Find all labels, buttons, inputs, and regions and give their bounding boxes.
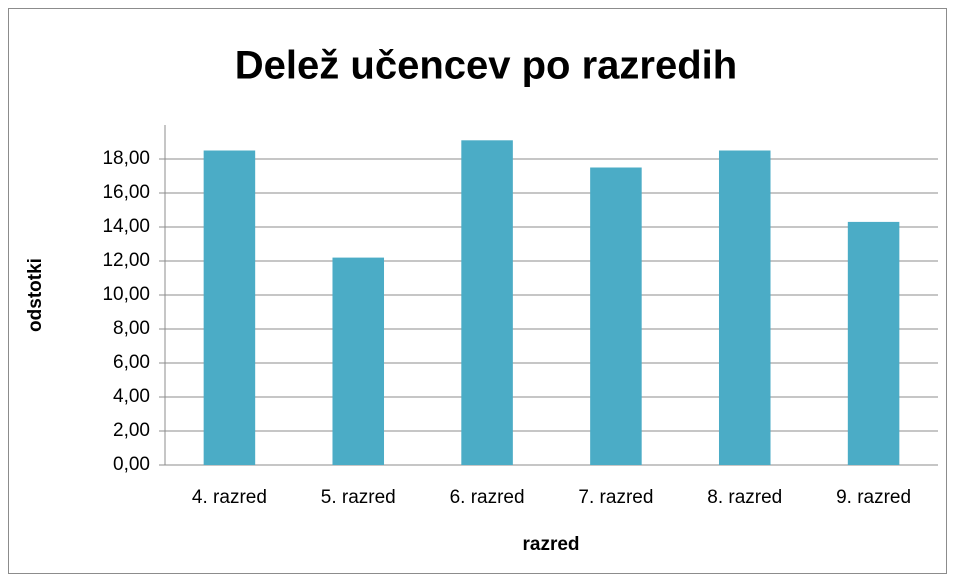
y-tick-label: 16,00 [102, 182, 150, 203]
bar [718, 150, 771, 465]
x-tick-label: 9. razred [836, 487, 911, 508]
chart-title: Delež učencev po razredih [235, 44, 737, 88]
bar [847, 221, 900, 465]
y-axis-label: odstotki [25, 258, 46, 332]
x-tick-label: 8. razred [707, 487, 782, 508]
y-tick-label: 0,00 [113, 454, 150, 475]
x-tick-label: 7. razred [578, 487, 653, 508]
x-tick-label: 6. razred [450, 487, 525, 508]
y-tick-label: 8,00 [113, 318, 150, 339]
y-tick-label: 4,00 [113, 386, 150, 407]
y-tick-label: 18,00 [102, 148, 150, 169]
bar [203, 150, 256, 465]
x-axis-label: razred [522, 534, 579, 555]
y-tick-label: 6,00 [113, 352, 150, 373]
bar [332, 257, 385, 465]
bar [461, 140, 513, 466]
bar [590, 167, 642, 465]
y-tick-label: 12,00 [102, 250, 150, 271]
x-tick-label: 4. razred [192, 487, 267, 508]
y-tick-label: 10,00 [102, 284, 150, 305]
y-tick-label: 14,00 [102, 216, 150, 237]
x-tick-label: 5. razred [321, 487, 396, 508]
y-tick-label: 2,00 [113, 420, 150, 441]
